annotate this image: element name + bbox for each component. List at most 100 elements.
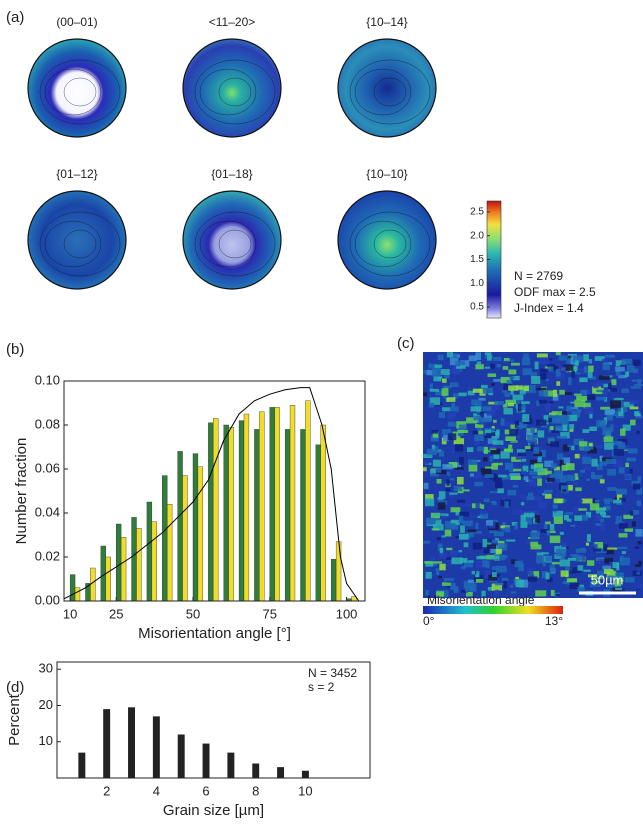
grain [584,406,594,415]
bar [335,541,342,602]
grain [605,547,615,555]
grain [473,441,480,446]
grain [545,556,553,562]
grain [442,378,447,383]
grain [546,477,555,482]
grain [437,354,444,361]
bar [90,567,96,602]
pole-figure-title: {01–18} [211,167,252,181]
grain [478,397,486,401]
grain [509,584,514,588]
grain [632,521,636,527]
grain [457,429,469,434]
grain [433,519,442,525]
grain [538,357,549,365]
grain [462,520,473,527]
grain [604,500,610,505]
grain [560,415,570,422]
grain [484,352,492,356]
grain [428,363,437,371]
grain [612,562,619,569]
grain [493,419,497,423]
x-axis-label: Grain size [µm] [163,802,264,819]
grain [607,383,612,389]
grain [549,473,554,481]
grain [488,539,498,543]
colorbar-tick-label: 0° [423,614,435,628]
grain [540,449,546,458]
grain [468,579,476,583]
grain [463,580,474,589]
grain [508,369,517,375]
grain [591,474,603,480]
grain [425,589,429,596]
grain [543,415,549,422]
grain [431,429,439,434]
grain [446,472,451,476]
grain [468,355,477,362]
grain [583,466,591,471]
grain [564,512,574,515]
grain [612,440,623,446]
grain [466,592,473,597]
grain [588,359,593,364]
grain [476,361,482,366]
grain [586,560,595,566]
grain [626,365,635,373]
grain [442,407,451,412]
grain [480,468,492,476]
grain [489,530,498,534]
colorbar-tick-label: 2.0 [470,230,484,241]
grain [536,552,544,556]
grain [636,487,643,495]
x-axis-label: Misorientation angle [°] [138,625,291,642]
grain [447,411,457,418]
grain [501,496,506,500]
grain [435,445,439,454]
grain [451,447,456,454]
grain [486,408,496,416]
grain [453,438,465,445]
grain [603,417,607,422]
grain [469,515,476,518]
grain [618,411,624,417]
grain [536,400,540,407]
grain [444,372,450,379]
grain [520,514,526,522]
grain [578,445,588,451]
grain [637,540,642,545]
colorbar-label: Misorientation angle [427,593,535,607]
grain [549,523,555,531]
bar [166,504,173,602]
grain [602,390,608,396]
bar [259,411,265,602]
grain [534,463,544,468]
grain [541,552,549,555]
grain [497,488,504,494]
grain [521,458,527,462]
grain [487,438,498,444]
grain [586,394,595,401]
x-tick-label: 50 [186,606,200,621]
bar [277,767,285,778]
grain [568,484,573,491]
grain [576,395,588,401]
grain [637,476,642,481]
grain [474,481,484,487]
grain [458,515,464,524]
grain [555,475,567,483]
grain [477,412,485,419]
grain [530,531,540,540]
grain [490,448,501,455]
grain [458,424,467,431]
bar [192,453,199,602]
grain [574,515,582,521]
y-tick-label: 0.10 [35,372,60,387]
grain [488,445,499,449]
grain [623,445,629,450]
y-tick-label: 30 [39,661,53,676]
bar [254,429,260,602]
bar [300,429,306,602]
bar [136,528,142,602]
grain [592,577,603,580]
